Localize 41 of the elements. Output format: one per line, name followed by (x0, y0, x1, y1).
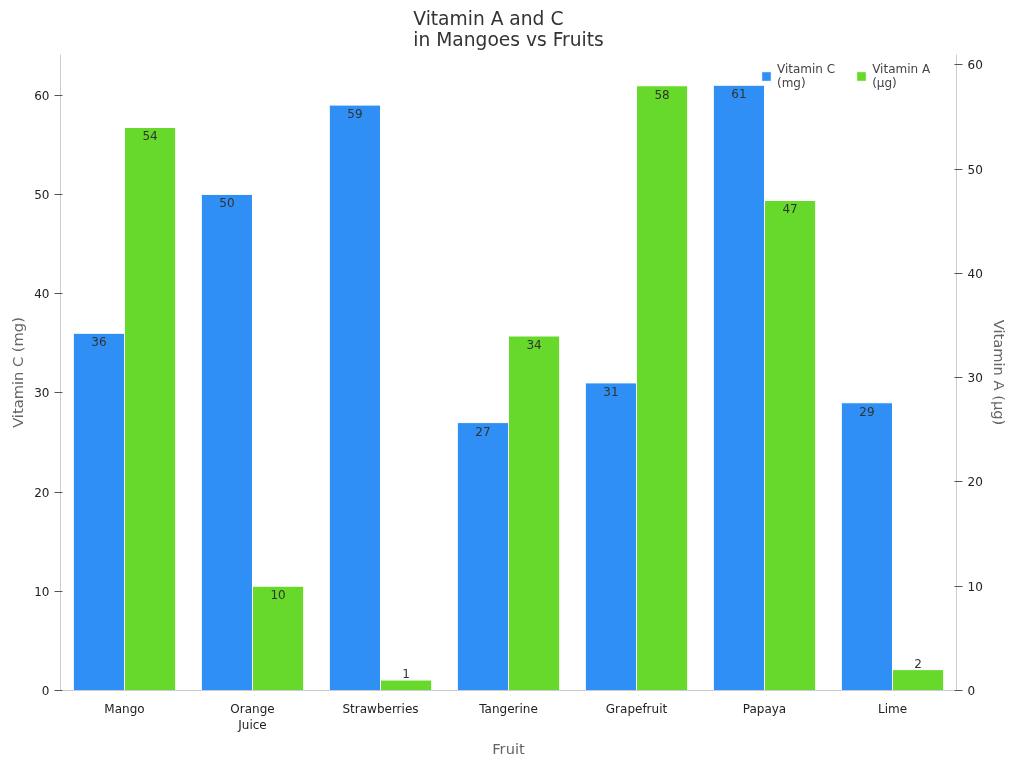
y-tick-label: 20 (34, 485, 50, 500)
x-tick-label: Orange Juice (230, 701, 275, 733)
y-tick-label: 30 (34, 386, 50, 401)
data-label: 10 (270, 588, 286, 603)
data-label: 59 (347, 107, 363, 122)
x-tick-label: Lime (877, 701, 908, 716)
data-label: 50 (219, 196, 235, 211)
data-label: 31 (603, 384, 619, 399)
y-tick-label: 60 (34, 88, 50, 103)
x-tick-label: Strawberries (342, 701, 419, 716)
data-label: 1 (402, 667, 410, 682)
y2-tick-label: 40 (967, 266, 983, 281)
data-label: 58 (654, 87, 670, 102)
y2-tick-label: 60 (967, 58, 983, 73)
y-tick-label: 0 (41, 684, 50, 698)
legend-label: Vitamin C (mg) (777, 62, 836, 90)
y2-tick-label: 0 (967, 684, 976, 698)
legend-label: Vitamin A (μg) (872, 62, 931, 90)
y-tick-label: 40 (34, 287, 50, 302)
data-label: 2 (914, 656, 922, 671)
y-tick-label: 50 (34, 187, 50, 202)
x-tick-label: Tangerine (478, 701, 538, 716)
chart-title: Vitamin A and C in Mangoes vs Fruits (413, 7, 604, 50)
data-label: 34 (526, 338, 542, 353)
data-label: 61 (731, 87, 747, 102)
x-tick-label: Grapefruit (605, 701, 668, 716)
y2-tick-label: 10 (967, 579, 983, 594)
data-label: 54 (142, 129, 158, 144)
data-label: 27 (475, 424, 491, 439)
data-label: 29 (859, 404, 875, 419)
y2-tick-label: 20 (967, 475, 983, 490)
x-axis-title: Fruit (492, 740, 525, 758)
y2-tick-label: 50 (967, 162, 983, 177)
y-tick-label: 10 (34, 584, 50, 599)
y2-tick-label: 30 (967, 371, 983, 386)
y-axis-title: Vitamin C (mg) (9, 317, 27, 428)
x-tick-label: Papaya (742, 701, 787, 716)
x-tick-label: Mango (104, 701, 145, 716)
data-label: 47 (782, 202, 798, 217)
data-label: 36 (91, 335, 107, 350)
y2-axis-title: Vitamin A (μg) (990, 319, 1008, 426)
